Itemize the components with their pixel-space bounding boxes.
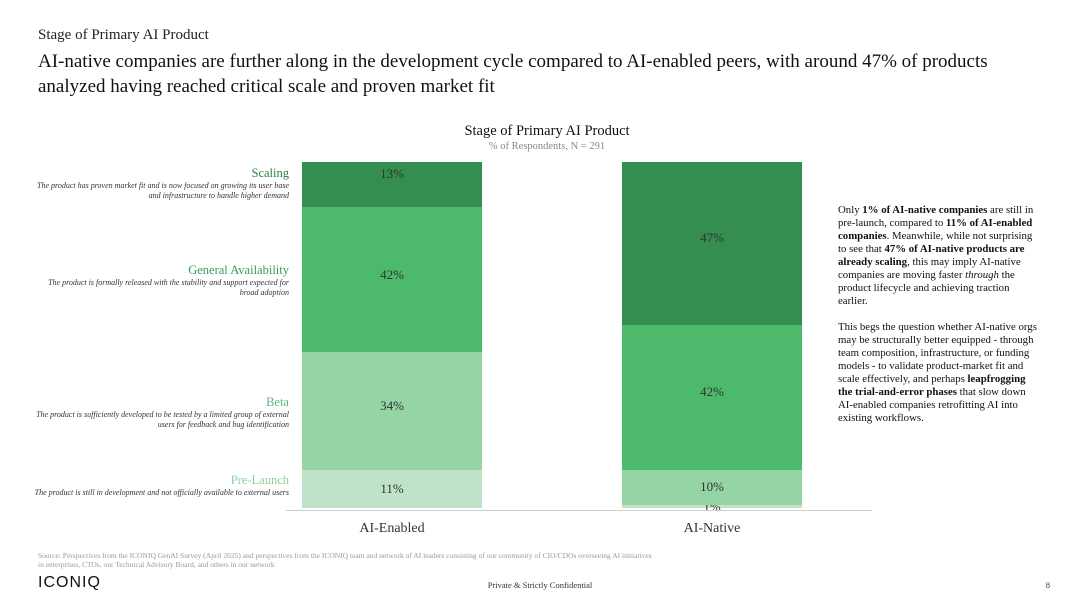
data-label-ai-enabled-beta: 34% [380,398,404,414]
commentary-p1-run-4: . Meanwhile, while not surprising to see… [838,230,1033,255]
segment-ai-enabled-general-availability [302,207,482,353]
page-number: 8 [1045,580,1050,590]
data-label-ai-native-beta: 10% [700,479,724,495]
legend-pre-launch: Pre-Launch The product is still in develo… [29,473,289,498]
data-label-ai-enabled-general-availability: 42% [380,266,404,282]
x-tick-ai-enabled: AI-Enabled [359,521,425,536]
legend-general-availability: General Availability The product is forma… [29,263,289,298]
chart-title: Stage of Primary AI Product [464,123,630,139]
legend-scaling: Scaling The product has proven market fit… [29,166,289,201]
data-label-ai-enabled-scaling: 13% [380,166,404,181]
commentary: Only 1% of AI-native companies are still… [838,204,1038,438]
commentary-p1-run-0: Only [838,204,863,216]
headline: AI-native companies are further along in… [38,51,988,97]
commentary-p1-run-8: the product lifecycle and achieving trac… [838,269,1015,307]
confidential-label: Private & Strictly Confidential [487,580,593,590]
data-label-ai-native-scaling: 47% [700,230,724,246]
source-note: Source: Perspectives from the ICONIQ Gen… [38,551,652,569]
data-label-ai-enabled-pre-launch: 11% [380,480,404,496]
legend-description-general-availability: The product is formally released with th… [48,278,289,297]
segment-ai-enabled-beta [302,352,482,470]
commentary-p2-run-1: leapfrogging the trial-and-error phases [838,373,1026,398]
x-axis-baseline [286,510,872,511]
commentary-paragraph-1: Only 1% of AI-native companies are still… [838,204,1038,308]
commentary-p2-run-0: This begs the question whether AI-native… [838,321,1037,385]
commentary-p1-run-7: through [965,269,999,281]
segment-ai-native-beta [622,469,802,505]
x-tick-ai-native: AI-Native [683,521,741,536]
iconiq-logo: ICONIQ [38,574,101,591]
commentary-p1-run-1: 1% of AI-native companies [862,204,988,216]
legend-name-general-availability: General Availability [188,263,289,277]
segment-ai-native-pre-launch [622,504,802,508]
legend-description-pre-launch: The product is still in development and … [34,488,289,497]
legend-name-beta: Beta [266,395,289,409]
segment-ai-native-general-availability [622,324,802,470]
bar-ai-native: 1% 10% 42% 47% [622,162,802,514]
commentary-p1-run-3: 11% of AI-enabled companies [838,217,1033,242]
legend-name-scaling: Scaling [251,166,290,180]
commentary-p2-run-2: that slow down AI-enabled companies retr… [838,386,1026,424]
legend-name-pre-launch: Pre-Launch [230,473,289,487]
segment-ai-enabled-pre-launch [302,469,482,508]
chart-subtitle: % of Respondents, N = 291 [488,141,606,152]
commentary-p1-run-5: 47% of AI-native products are already sc… [838,243,1025,268]
data-label-ai-native-general-availability: 42% [700,384,724,400]
commentary-p1-run-6: , this may imply AI-native companies are… [838,256,1021,281]
legend-description-scaling: The product has proven market fit and is… [37,181,289,200]
commentary-p1-run-2: are still in pre-launch, compared to [838,204,1034,229]
legend-description-beta: The product is sufficiently developed to… [36,410,289,429]
segment-ai-enabled-scaling [302,162,482,207]
eyebrow-title: Stage of Primary AI Product [38,27,209,43]
legend-beta: Beta The product is sufficiently develope… [29,395,289,430]
bar-ai-enabled: 11% 34% 42% 13% [302,162,482,508]
segment-ai-native-scaling [622,162,802,325]
commentary-paragraph-2: This begs the question whether AI-native… [838,321,1038,425]
